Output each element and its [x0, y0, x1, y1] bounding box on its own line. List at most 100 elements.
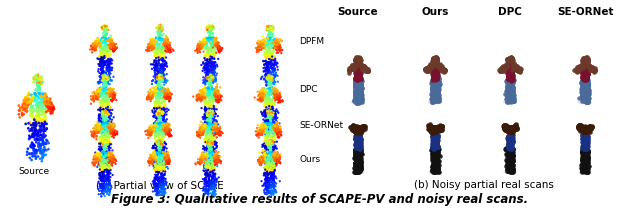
Point [431, 79, 441, 83]
Point [101, 115, 111, 119]
Point [105, 68, 115, 72]
Point [433, 127, 444, 130]
Point [508, 74, 518, 77]
Point [205, 36, 215, 39]
Point [267, 105, 277, 109]
Point [273, 155, 283, 158]
Point [266, 57, 276, 60]
Point [271, 155, 281, 159]
Point [351, 72, 361, 76]
Point [159, 104, 169, 108]
Point [351, 74, 362, 77]
Point [435, 127, 445, 131]
Point [35, 76, 45, 80]
Point [92, 124, 102, 127]
Point [351, 89, 361, 93]
Point [147, 124, 157, 127]
Point [164, 51, 175, 54]
Point [200, 180, 211, 184]
Point [428, 143, 438, 146]
Point [262, 154, 273, 158]
Point [273, 154, 284, 157]
Point [269, 156, 280, 159]
Point [351, 127, 361, 130]
Point [582, 64, 593, 68]
Point [262, 137, 272, 141]
Point [206, 123, 216, 126]
Point [204, 141, 214, 144]
Point [159, 95, 169, 98]
Point [202, 143, 212, 146]
Point [214, 130, 224, 134]
Point [353, 58, 363, 61]
Point [211, 119, 221, 123]
Point [579, 130, 589, 133]
Point [579, 143, 589, 146]
Point [102, 92, 113, 96]
Point [204, 37, 214, 41]
Point [264, 77, 275, 81]
Point [99, 50, 109, 54]
Point [200, 89, 210, 93]
Point [204, 139, 214, 143]
Point [577, 146, 588, 149]
Point [505, 77, 515, 80]
Point [153, 76, 163, 80]
Point [505, 163, 515, 167]
Point [98, 34, 108, 38]
Point [152, 89, 163, 93]
Point [268, 40, 278, 43]
Point [354, 146, 364, 149]
Point [271, 123, 282, 127]
Point [504, 64, 515, 67]
Point [202, 159, 212, 162]
Point [217, 131, 227, 134]
Point [256, 44, 266, 47]
Point [504, 58, 515, 62]
Point [505, 127, 515, 131]
Point [157, 117, 168, 121]
Point [153, 70, 163, 73]
Point [429, 127, 440, 130]
Point [211, 130, 221, 134]
Point [204, 97, 214, 100]
Point [357, 127, 367, 130]
Point [506, 142, 516, 146]
Point [197, 97, 207, 100]
Point [275, 160, 285, 164]
Point [428, 82, 438, 85]
Point [19, 102, 29, 105]
Point [98, 67, 108, 70]
Point [102, 182, 112, 185]
Point [213, 95, 223, 99]
Point [262, 151, 273, 154]
Point [152, 159, 163, 163]
Point [506, 62, 516, 66]
Point [429, 134, 440, 137]
Point [155, 127, 165, 131]
Point [159, 123, 170, 127]
Point [204, 123, 214, 127]
Point [100, 141, 110, 145]
Point [355, 69, 365, 72]
Point [32, 81, 42, 85]
Point [104, 139, 115, 143]
Point [262, 186, 272, 189]
Point [161, 89, 171, 93]
Point [36, 142, 47, 146]
Point [202, 75, 212, 79]
Point [256, 99, 266, 102]
Point [504, 128, 515, 131]
Point [93, 159, 104, 163]
Point [355, 133, 365, 136]
Point [102, 157, 113, 160]
Point [506, 79, 516, 83]
Point [163, 40, 173, 43]
Point [577, 99, 587, 102]
Point [152, 160, 163, 163]
Point [435, 65, 445, 68]
Point [579, 76, 589, 80]
Point [96, 148, 106, 151]
Point [578, 147, 588, 150]
Point [99, 27, 109, 30]
